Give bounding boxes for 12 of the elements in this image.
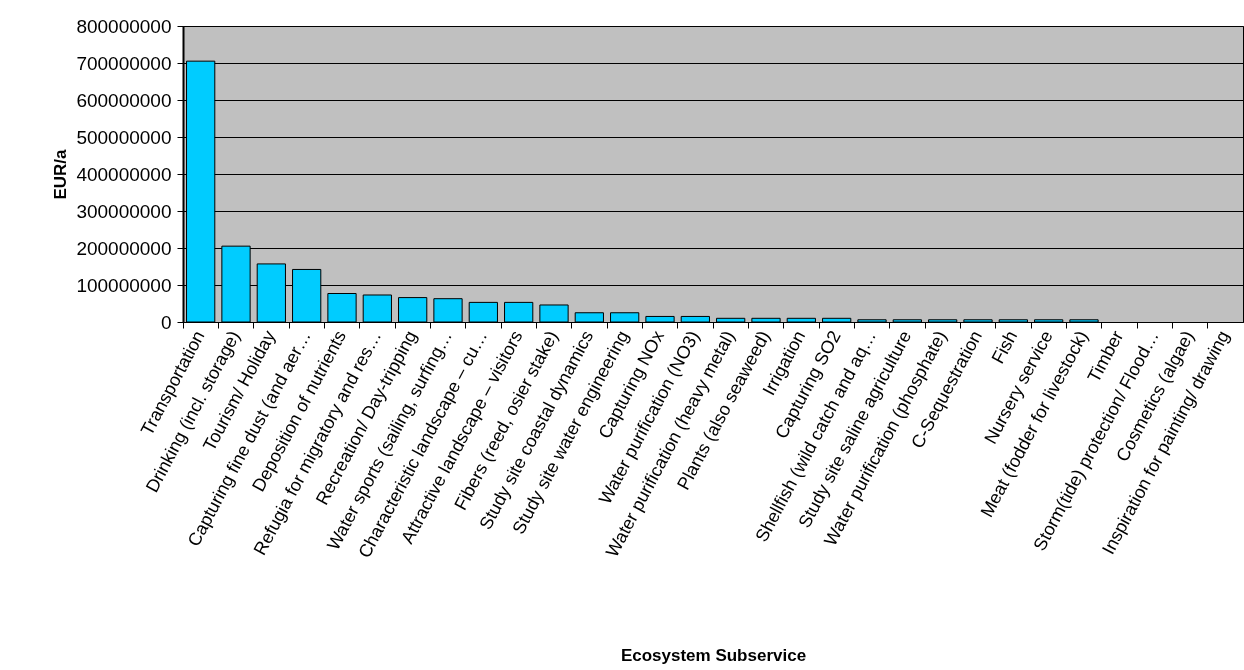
y-tick-label: 0 — [160, 311, 172, 333]
y-tick-label: 500000000 — [76, 126, 172, 148]
x-axis-title: Ecosystem Subservice — [620, 645, 807, 665]
y-tick-label: 600000000 — [76, 89, 172, 111]
y-tick-label: 300000000 — [76, 200, 172, 222]
y-tick-label: 100000000 — [76, 274, 172, 296]
y-axis-title: EUR/a — [51, 148, 71, 200]
y-tick-label: 800000000 — [76, 15, 172, 37]
y-tick-label: 400000000 — [76, 163, 172, 185]
y-tick-label: 700000000 — [76, 52, 172, 74]
y-tick-label: 200000000 — [76, 237, 172, 259]
x-tick-label: Fish — [987, 327, 1022, 367]
